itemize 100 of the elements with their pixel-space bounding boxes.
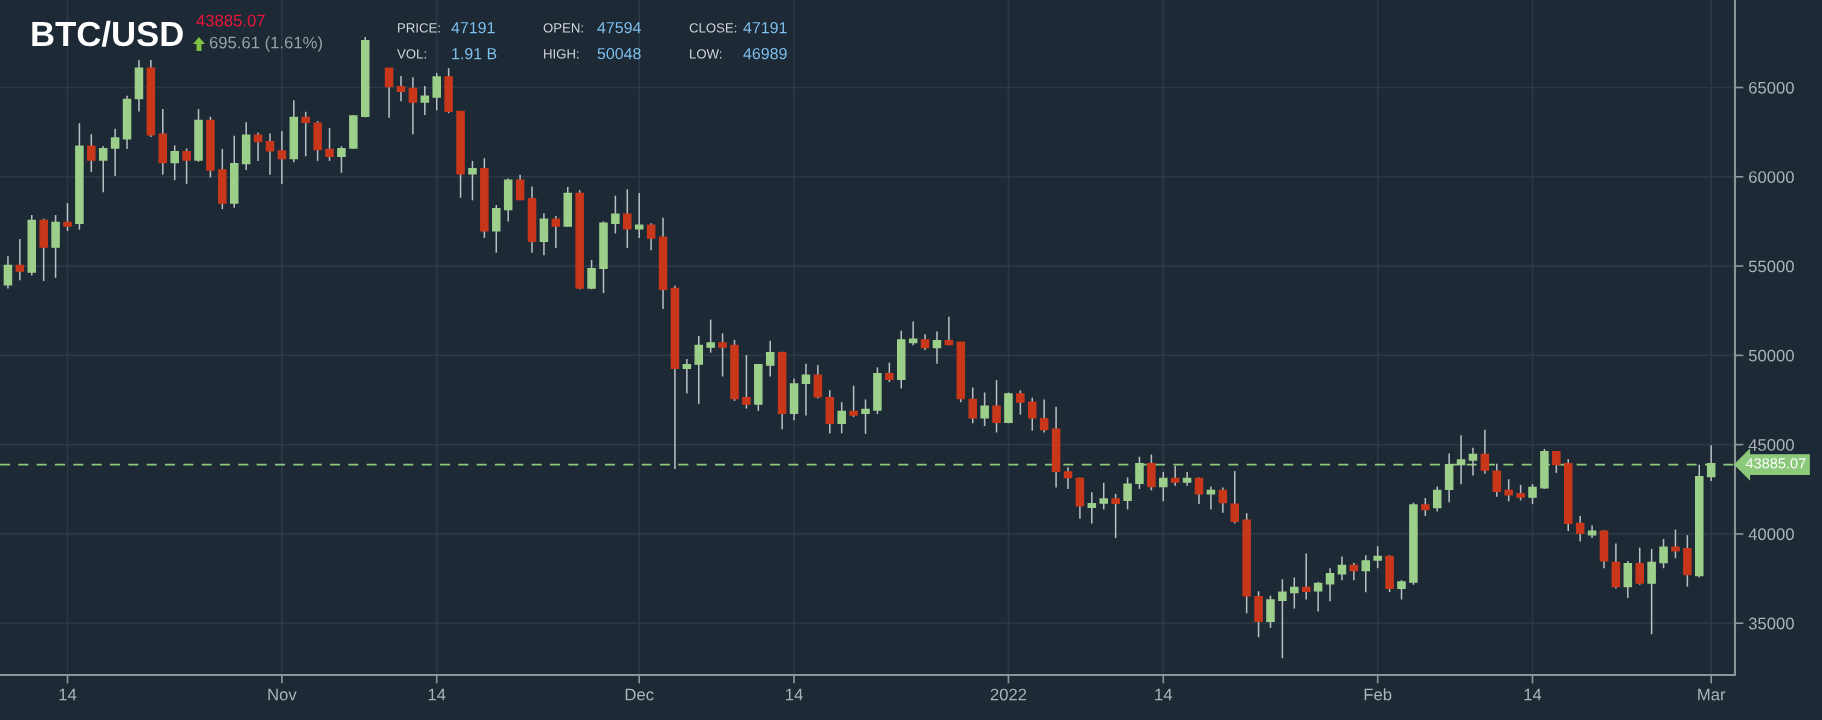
candlestick: [301, 111, 310, 158]
annotation: VOL:: [397, 49, 426, 59]
annotation: 1.91 B: [452, 47, 497, 60]
candlestick: [1397, 579, 1406, 601]
candlestick: [1170, 465, 1180, 487]
candlestick: [1504, 478, 1513, 503]
candlestick: [706, 318, 715, 354]
candlestick: [1623, 560, 1633, 599]
candlestick: [1027, 396, 1037, 432]
candlestick: [1016, 389, 1025, 416]
candlestick: [1301, 552, 1311, 601]
candlestick: [170, 144, 179, 181]
candlestick: [849, 384, 858, 418]
candlestick: [1373, 545, 1382, 569]
annotation: 43885.07: [196, 14, 265, 27]
annotation: CLOSE:: [689, 23, 737, 33]
y-tick-label: 65000: [1749, 81, 1794, 94]
candlestick: [1266, 594, 1275, 629]
candlestick: [15, 238, 25, 281]
candlestick: [694, 335, 704, 405]
candlestick: [1361, 554, 1371, 593]
candlestick: [1218, 486, 1228, 514]
candlestick: [587, 259, 596, 291]
candlestick: [337, 145, 346, 174]
candlestick: [1635, 546, 1644, 586]
candlestick: [1039, 398, 1049, 434]
candlestick: [384, 67, 394, 119]
candlestick: [1432, 485, 1442, 513]
candlestick: [63, 202, 72, 232]
annotation: HIGH:: [544, 49, 579, 59]
candlestick: [992, 379, 1001, 434]
x-tick-label: 14: [59, 688, 77, 701]
candlestick: [1528, 483, 1537, 505]
candlestick: [968, 386, 977, 424]
candlestick: [1456, 434, 1466, 486]
x-tick-label: Mar: [1698, 688, 1726, 701]
candlestick: [1706, 444, 1716, 482]
candlestick: [1123, 476, 1132, 511]
candlestick: [3, 255, 13, 290]
candlestick: [1325, 567, 1335, 603]
candlestick: [1290, 576, 1299, 610]
chart-title: BTC/USD: [32, 20, 183, 47]
annotation: OPEN:: [543, 23, 583, 33]
annotation: 695.61 (1.61%): [209, 36, 322, 52]
x-tick-label: Feb: [1364, 688, 1392, 701]
x-tick-label: 2022: [990, 688, 1027, 701]
candlestick: [623, 188, 632, 249]
candlestick: [885, 361, 894, 383]
candlestick: [1099, 482, 1108, 511]
candlestick: [1194, 476, 1204, 505]
candlestick: [1480, 428, 1490, 475]
candlestick: [1337, 555, 1347, 581]
y-tick-label: 55000: [1748, 260, 1794, 273]
candlestick: [682, 358, 692, 395]
candlestick: [253, 131, 263, 162]
candlestick: [861, 398, 870, 435]
candlestick: [87, 133, 96, 173]
candlestick: [837, 401, 846, 435]
y-tick-label: 45000: [1748, 439, 1794, 451]
x-tick-label: 14: [1155, 688, 1173, 701]
annotation: 47191: [743, 21, 787, 34]
candlestick: [1552, 451, 1561, 474]
x-tick-label: Dec: [625, 688, 654, 701]
annotation: PRICE:: [398, 23, 440, 33]
annotation: 47191: [451, 21, 495, 34]
candlestick: [420, 85, 430, 116]
candlestick: [182, 147, 191, 185]
candlestick: [468, 160, 477, 202]
ref-line-label: 43885.07: [1745, 458, 1806, 469]
candlestick: [408, 76, 418, 136]
candlestick: [1111, 493, 1120, 539]
candlestick: [1468, 446, 1478, 477]
candlestick: [1671, 528, 1680, 559]
candlestick: [646, 222, 656, 252]
candlestick: [1087, 491, 1097, 525]
candlestick: [551, 215, 561, 249]
candlestick: [515, 173, 525, 202]
annotation: 47594: [597, 21, 641, 34]
candlestick: [277, 130, 287, 185]
annotation: 50048: [597, 47, 641, 60]
candlestick: [742, 354, 751, 410]
y-tick-label: 35000: [1748, 617, 1794, 630]
candlestick: [980, 391, 989, 427]
candlestick: [1659, 538, 1668, 569]
annotation: LOW:: [690, 49, 722, 59]
candlestick: [1159, 471, 1168, 503]
candlestick: [932, 330, 942, 365]
candlestick: [718, 332, 727, 378]
candlestick: [492, 204, 501, 254]
y-tick-label: 50000: [1748, 349, 1794, 362]
x-tick-label: 14: [786, 688, 803, 701]
x-tick-label: Nov: [268, 688, 297, 701]
candlestick: [1147, 453, 1156, 492]
candlestick: [432, 72, 441, 112]
candlestick: [1206, 485, 1216, 511]
candlestick: [98, 145, 108, 193]
candlestick: [634, 192, 644, 239]
x-tick-label: 14: [428, 688, 446, 701]
y-tick-label: 60000: [1749, 171, 1794, 183]
annotation: 46989: [743, 47, 787, 60]
